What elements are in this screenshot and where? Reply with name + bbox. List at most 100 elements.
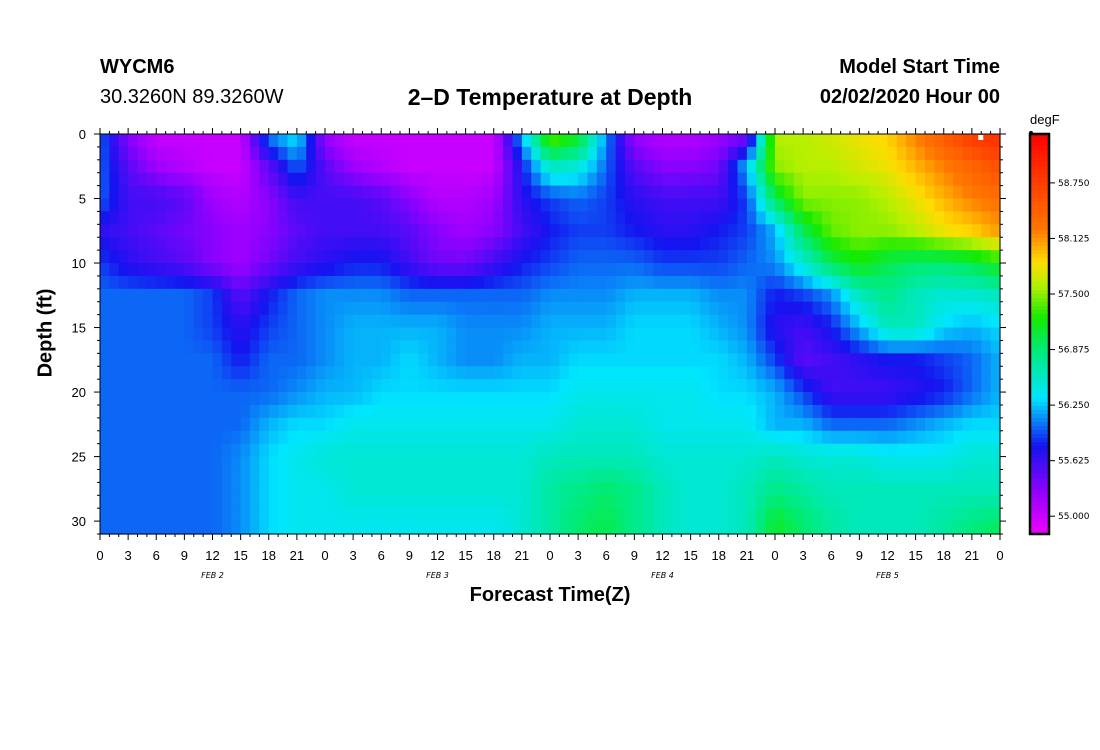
- heat-cell: [690, 469, 701, 483]
- heat-cell: [175, 224, 185, 238]
- heat-cell: [240, 314, 251, 329]
- heat-cell: [278, 275, 289, 290]
- heat-cell: [868, 314, 879, 329]
- heat-cell: [784, 185, 795, 200]
- heat-cell: [184, 159, 195, 174]
- heat-cell: [193, 314, 204, 329]
- heat-cell: [812, 392, 823, 406]
- heat-cell: [850, 327, 860, 342]
- heat-cell: [334, 159, 345, 174]
- heat-cell: [437, 159, 448, 174]
- heat-cell: [156, 456, 167, 471]
- heat-cell: [643, 301, 654, 316]
- heat-cell: [493, 288, 504, 303]
- heat-cell: [465, 404, 476, 419]
- heat-cell: [381, 301, 392, 316]
- heat-cell: [493, 224, 504, 238]
- heat-cell: [484, 366, 495, 380]
- heat-cell: [615, 301, 626, 316]
- heat-cell: [606, 301, 617, 316]
- heat-cell: [278, 404, 289, 419]
- heat-cell: [259, 314, 270, 329]
- heat-cell: [906, 250, 917, 264]
- heat-cell: [596, 521, 607, 535]
- heat-cell: [137, 508, 148, 522]
- heat-cell: [756, 482, 767, 496]
- heat-cell: [793, 224, 804, 238]
- heat-cell: [821, 417, 832, 432]
- heat-cell: [315, 146, 326, 161]
- heat-cell: [643, 495, 654, 509]
- heat-cell: [934, 250, 945, 264]
- heat-cell: [728, 172, 739, 187]
- heat-cell: [859, 327, 870, 342]
- heat-cell: [381, 379, 392, 393]
- heat-cell: [250, 134, 260, 148]
- heat-cell: [400, 172, 410, 187]
- heat-cell: [709, 211, 720, 225]
- heat-cell: [531, 482, 542, 496]
- heat-cell: [643, 224, 654, 238]
- heat-cell: [737, 288, 748, 303]
- heat-cell: [803, 198, 814, 213]
- heat-cell: [681, 340, 692, 354]
- heat-cell: [868, 263, 879, 277]
- heat-cell: [146, 353, 157, 367]
- heat-cell: [718, 146, 729, 161]
- heat-cell: [868, 224, 879, 238]
- heat-cell: [540, 263, 551, 277]
- heat-cell: [446, 134, 457, 148]
- heat-cell: [821, 353, 832, 367]
- heat-cell: [268, 469, 279, 483]
- heat-cell: [231, 301, 242, 316]
- heat-cell: [512, 366, 523, 380]
- heat-cell: [493, 482, 504, 496]
- heat-cell: [334, 508, 345, 522]
- heat-cell: [606, 404, 617, 419]
- colorbar-segment: [1030, 478, 1049, 483]
- colorbar-segment: [1030, 530, 1049, 535]
- heat-cell: [775, 340, 785, 354]
- heat-cell: [587, 392, 598, 406]
- heat-cell: [578, 314, 589, 329]
- heat-cell: [250, 366, 260, 380]
- colorbar-segment: [1030, 142, 1049, 147]
- heat-cell: [625, 159, 635, 174]
- heat-cell: [568, 263, 579, 277]
- x-tick-label: 18: [262, 548, 276, 563]
- heat-cell: [840, 314, 851, 329]
- heat-cell: [700, 159, 710, 174]
- heat-cell: [100, 392, 110, 406]
- heat-cell: [353, 366, 364, 380]
- heat-cell: [934, 211, 945, 225]
- heat-cell: [428, 508, 439, 522]
- heat-cell: [306, 469, 317, 483]
- heat-cell: [671, 288, 682, 303]
- heat-cell: [118, 379, 129, 393]
- heat-cell: [325, 353, 335, 367]
- colorbar-segment: [1030, 490, 1049, 495]
- heat-cell: [596, 482, 607, 496]
- heat-cell: [784, 134, 795, 148]
- heat-cell: [250, 443, 260, 458]
- heat-cell: [484, 237, 495, 251]
- heat-cell: [971, 482, 982, 496]
- heat-cell: [137, 159, 148, 174]
- heat-cell: [400, 224, 410, 238]
- heat-cell: [934, 521, 945, 535]
- heat-cell: [353, 172, 364, 187]
- x-tick-label: 3: [800, 548, 807, 563]
- heat-cell: [465, 224, 476, 238]
- heat-cell: [240, 288, 251, 303]
- heat-cell: [653, 353, 664, 367]
- heat-cell: [793, 211, 804, 225]
- heat-cell: [906, 146, 917, 161]
- heat-cell: [390, 404, 401, 419]
- heat-cell: [193, 392, 204, 406]
- heat-cell: [643, 159, 654, 174]
- heat-cell: [334, 314, 345, 329]
- heat-cell: [531, 288, 542, 303]
- heat-cell: [381, 430, 392, 445]
- heat-cell: [381, 275, 392, 290]
